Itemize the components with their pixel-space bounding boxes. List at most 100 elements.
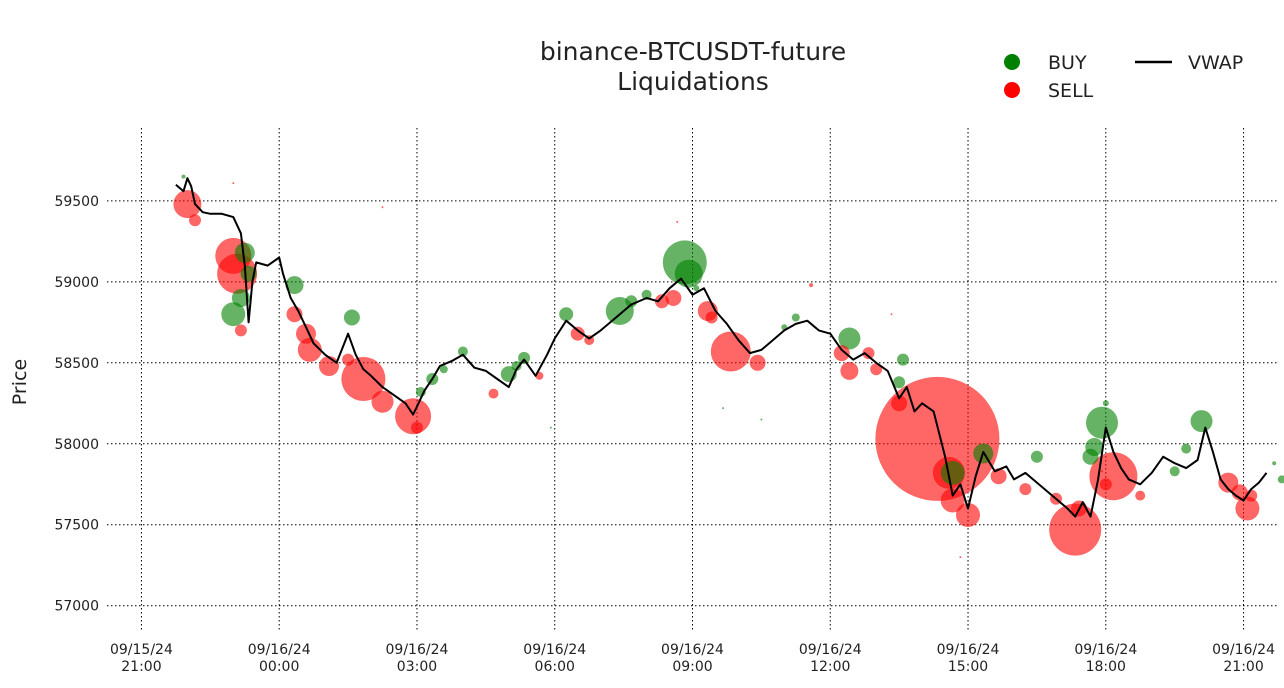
- x-tick-time-label: 21:00: [1223, 659, 1263, 675]
- sell-liquidation-marker: [371, 390, 394, 413]
- vwap-line: [175, 177, 1268, 518]
- buy-liquidation-marker: [439, 365, 448, 374]
- legend-sell-marker: [1004, 82, 1020, 98]
- sell-liquidation-marker: [297, 337, 322, 362]
- sell-liquidation-marker: [875, 376, 1000, 501]
- buy-liquidation-marker: [641, 289, 652, 300]
- sell-liquidation-marker: [940, 488, 965, 513]
- buy-liquidation-marker: [1082, 448, 1099, 465]
- x-tick-time-label: 21:00: [121, 659, 161, 675]
- axis-ticks: 57000575005800058500590005950009/15/2421…: [54, 194, 1275, 675]
- x-tick-date-label: 09/16/24: [1212, 642, 1275, 658]
- buy-liquidation-marker: [285, 276, 304, 295]
- sell-liquidation-marker: [956, 503, 980, 527]
- sell-liquidation-marker: [891, 395, 908, 412]
- vwap-line-layer: [175, 177, 1268, 518]
- sell-liquidation-marker: [654, 294, 669, 309]
- buy-liquidation-marker: [1181, 443, 1192, 454]
- sell-liquidation-marker: [705, 311, 718, 324]
- buy-liquidation-marker: [181, 174, 186, 179]
- y-tick-label: 57000: [54, 599, 99, 615]
- buy-liquidation-marker: [1277, 475, 1284, 484]
- x-tick-date-label: 09/16/24: [661, 642, 724, 658]
- buy-liquidation-marker: [838, 327, 861, 350]
- buy-liquidation-marker: [674, 259, 703, 288]
- sell-liquidation-marker: [234, 324, 247, 337]
- chart-subtitle: Liquidations: [617, 67, 769, 96]
- buy-liquidation-marker: [893, 376, 906, 389]
- legend-sell-label: SELL: [1048, 80, 1094, 102]
- buy-liquidation-marker: [1086, 406, 1118, 439]
- x-tick-time-label: 00:00: [259, 659, 299, 675]
- sell-liquidation-marker: [342, 353, 355, 366]
- buy-liquidation-marker: [693, 285, 700, 292]
- x-tick-date-label: 09/16/24: [386, 642, 449, 658]
- legend-buy-label: BUY: [1048, 52, 1087, 74]
- sell-liquidation-marker: [1049, 503, 1102, 556]
- y-axis-label: Price: [9, 359, 31, 405]
- sell-liquidation-marker: [232, 182, 235, 185]
- sell-liquidation-marker: [1019, 483, 1032, 496]
- x-tick-time-label: 12:00: [810, 659, 850, 675]
- sell-liquidation-marker: [833, 345, 850, 362]
- buy-liquidation-marker: [1190, 410, 1213, 433]
- buy-liquidation-marker: [234, 242, 255, 263]
- x-tick-time-label: 18:00: [1086, 659, 1126, 675]
- x-tick-date-label: 09/16/24: [523, 642, 586, 658]
- sell-liquidation-marker: [1101, 470, 1103, 473]
- buy-liquidation-marker: [940, 460, 965, 485]
- buy-liquidation-marker: [457, 346, 468, 357]
- sell-liquidation-marker: [570, 326, 585, 341]
- x-tick-date-label: 09/16/24: [248, 642, 311, 658]
- buy-liquidation-marker: [760, 418, 763, 421]
- sell-liquidation-marker: [840, 361, 859, 380]
- buy-liquidation-marker: [518, 351, 531, 364]
- sell-liquidation-marker: [710, 331, 751, 372]
- sell-liquidation-marker: [1235, 496, 1260, 521]
- buy-liquidation-marker: [343, 309, 360, 326]
- sell-liquidation-marker: [862, 347, 875, 360]
- buy-liquidation-marker: [1102, 400, 1109, 407]
- legend-buy-marker: [1004, 54, 1020, 70]
- buy-liquidation-marker: [549, 426, 552, 429]
- sell-liquidation-marker: [381, 206, 384, 209]
- sell-liquidation-marker: [1099, 478, 1112, 491]
- legend-vwap-label: VWAP: [1188, 52, 1243, 74]
- x-tick-time-label: 09:00: [672, 659, 712, 675]
- sell-liquidation-marker: [341, 357, 386, 401]
- buy-liquidation-marker: [1169, 466, 1180, 477]
- x-tick-date-label: 09/16/24: [937, 642, 1000, 658]
- buy-liquidation-marker: [897, 353, 909, 366]
- buy-liquidation-marker: [791, 313, 800, 322]
- buy-liquidation-marker: [1272, 461, 1277, 466]
- sell-liquidation-marker: [319, 356, 339, 376]
- legend: BUY SELL VWAP: [1004, 52, 1243, 102]
- x-tick-time-label: 06:00: [535, 659, 575, 675]
- y-tick-label: 58000: [54, 437, 99, 453]
- sell-liquidation-marker: [676, 220, 679, 223]
- y-tick-label: 57500: [54, 518, 99, 534]
- x-tick-date-label: 09/16/24: [799, 642, 862, 658]
- sell-liquidation-marker: [173, 190, 202, 219]
- sell-liquidation-marker: [749, 354, 766, 371]
- sell-liquidation-marker: [870, 363, 883, 376]
- liquidation-markers: [173, 174, 1284, 559]
- buy-liquidation-marker: [221, 302, 246, 327]
- y-tick-label: 59000: [54, 275, 99, 291]
- chart-title: binance-BTCUSDT-future: [540, 37, 846, 66]
- buy-liquidation-marker: [559, 307, 574, 322]
- sell-liquidation-marker: [890, 313, 893, 316]
- sell-liquidation-marker: [411, 421, 423, 434]
- x-tick-date-label: 09/16/24: [1074, 642, 1137, 658]
- sell-liquidation-marker: [189, 214, 201, 227]
- buy-liquidation-marker: [231, 289, 250, 307]
- sell-liquidation-marker: [809, 283, 814, 288]
- x-tick-date-label: 09/15/24: [110, 642, 173, 658]
- sell-liquidation-marker: [488, 388, 499, 399]
- buy-liquidation-marker: [1030, 450, 1043, 463]
- x-tick-time-label: 15:00: [948, 659, 988, 675]
- sell-liquidation-marker: [959, 556, 962, 559]
- y-tick-label: 59500: [54, 194, 99, 210]
